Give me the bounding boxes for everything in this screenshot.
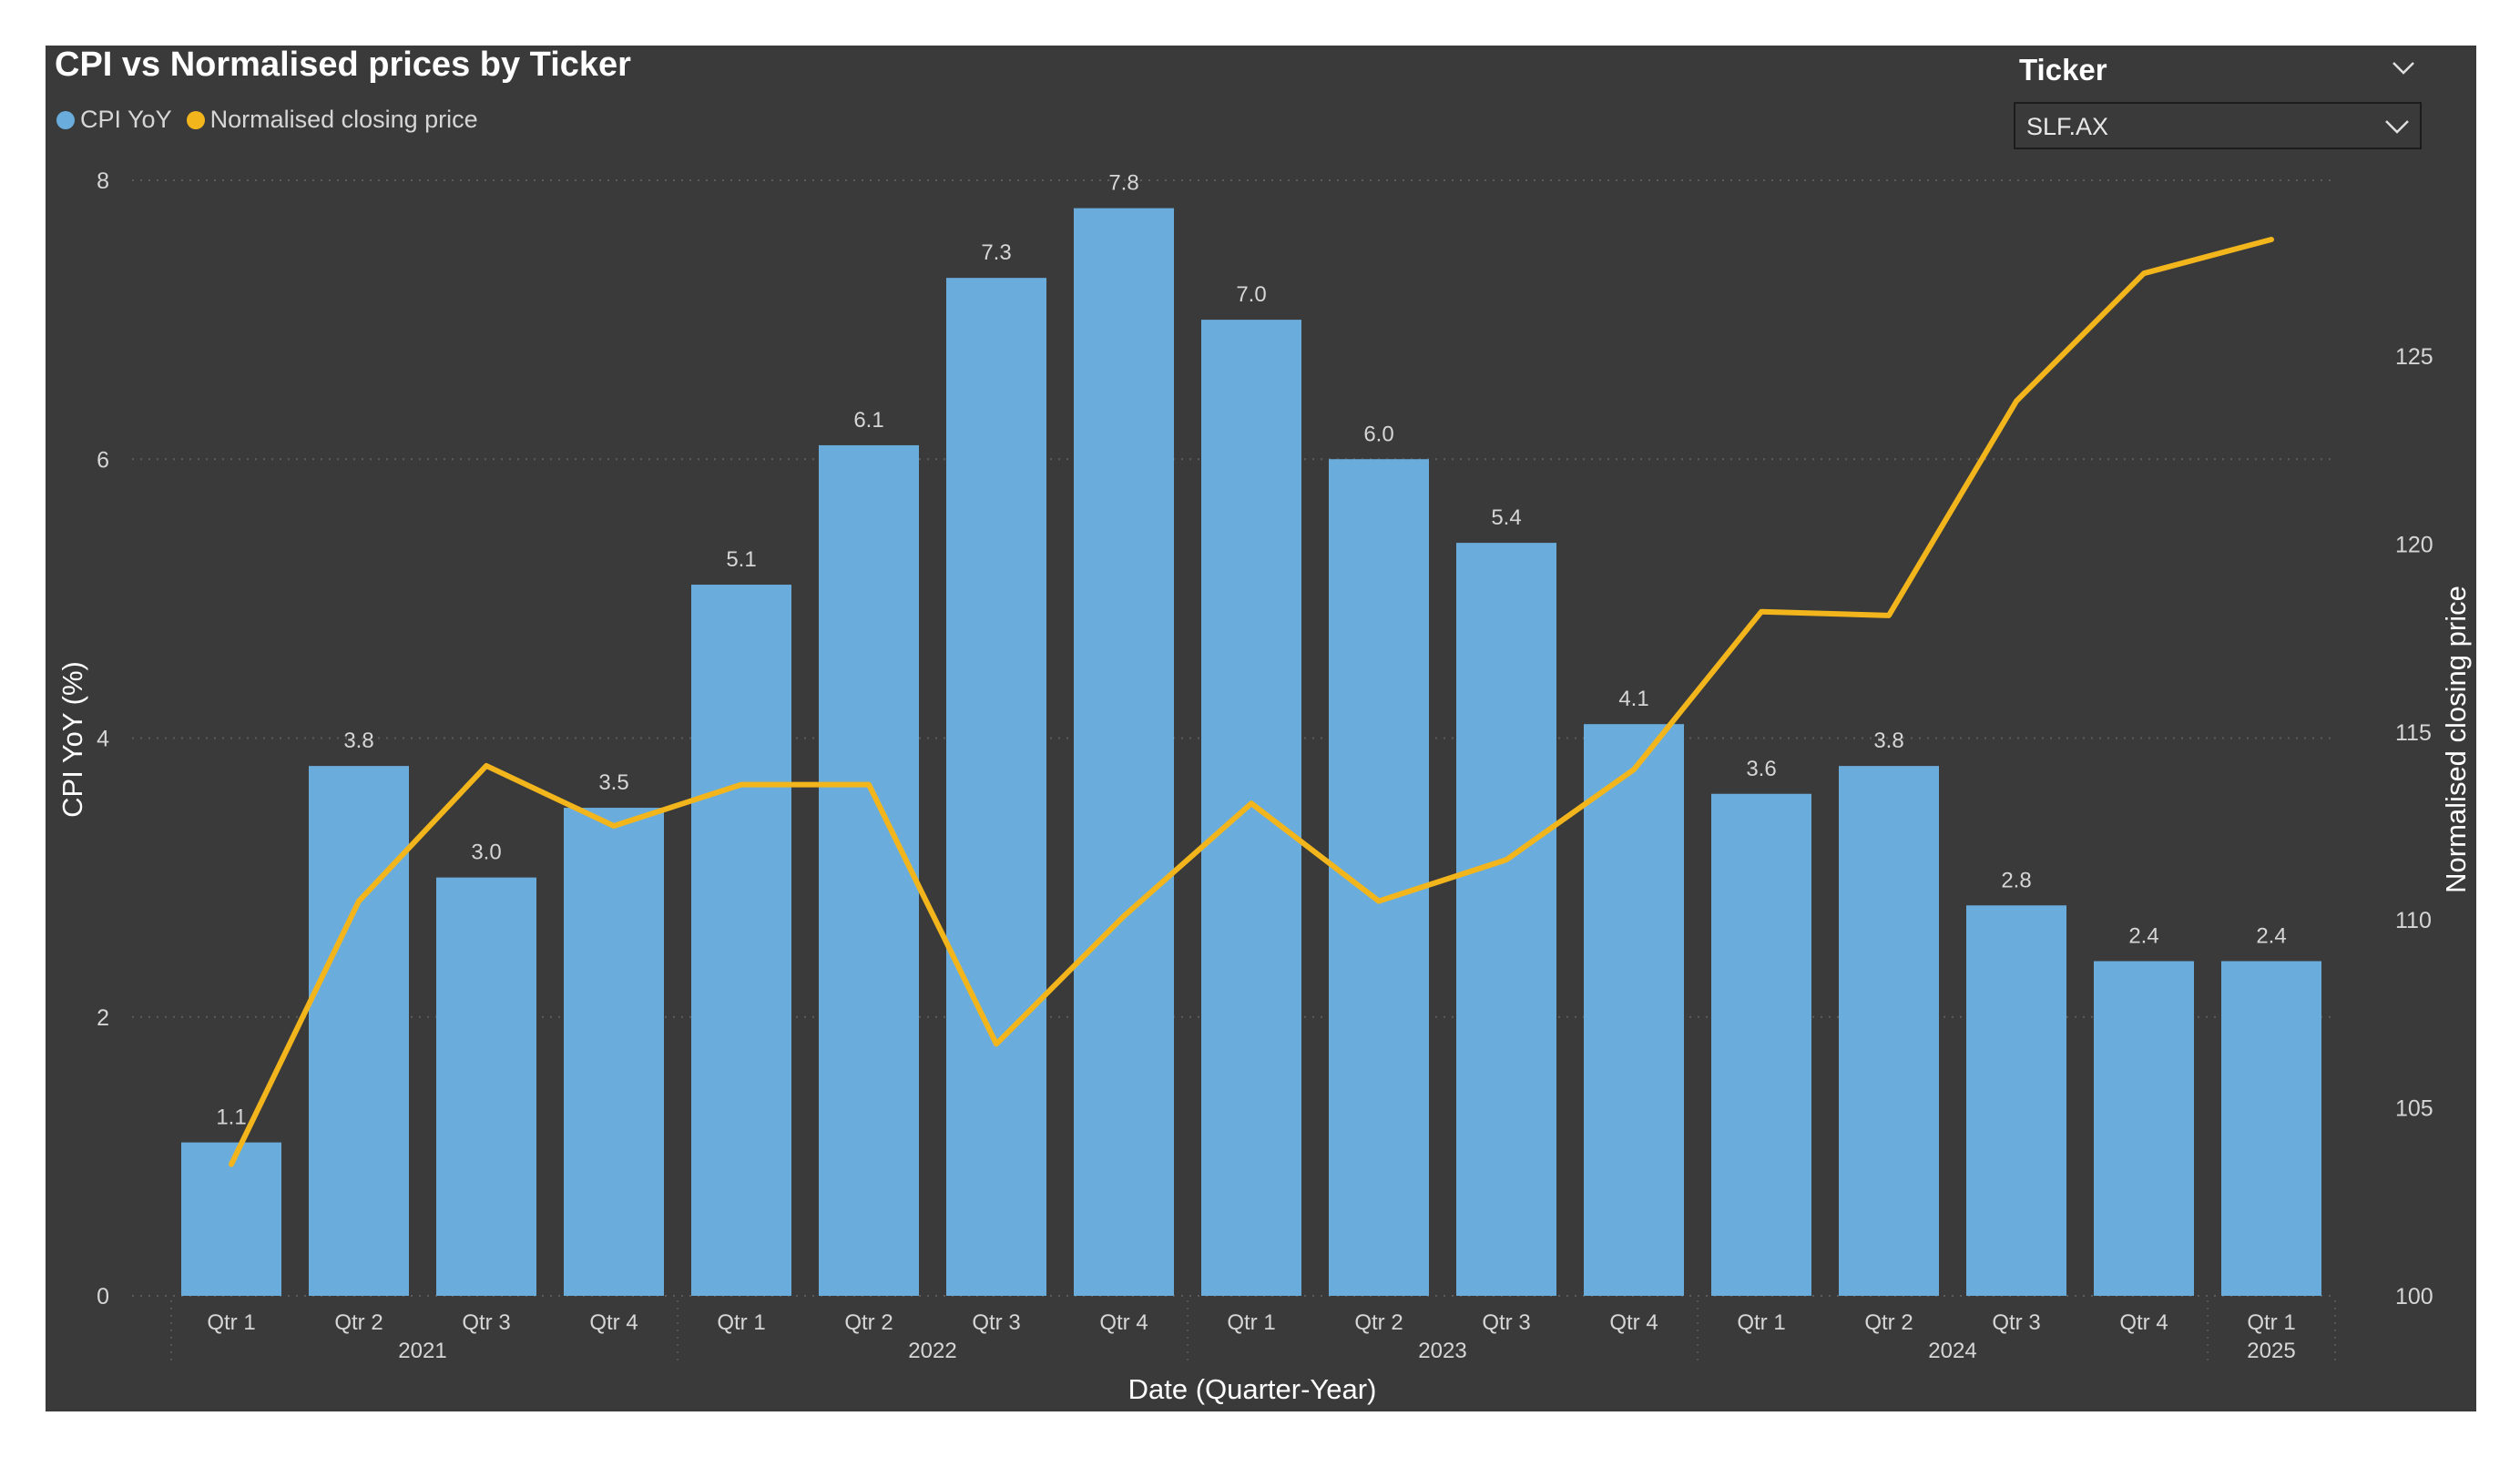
data-label: 7.3 (981, 240, 1011, 265)
data-label: 2.4 (2128, 924, 2158, 949)
ticker-dropdown[interactable]: SLF.AX (2014, 102, 2422, 149)
bar (946, 278, 1046, 1296)
bar (564, 808, 664, 1296)
x-tick-label: Qtr 3 (462, 1310, 510, 1335)
legend-label-cpi: CPI YoY (80, 106, 172, 133)
bar (1201, 320, 1301, 1296)
data-label: 5.1 (726, 547, 756, 572)
x-tick-label: Qtr 2 (844, 1310, 893, 1335)
data-label: 3.8 (343, 728, 373, 753)
legend-item-price[interactable]: Normalised closing price (186, 106, 478, 134)
bar (309, 766, 409, 1296)
chart-panel: CPI vs Normalised prices by Ticker CPI Y… (46, 46, 2476, 1411)
combo-chart: 0 2 4 6 8 100 105 110 115 120 125 1.1 3.8 3.0 3.5 5.1 6.… (56, 168, 2472, 1405)
x-tick-label: Qtr 4 (589, 1310, 638, 1335)
x-tick-label: Qtr 4 (1609, 1310, 1658, 1335)
x-tick-label: Qtr 2 (1354, 1310, 1403, 1335)
y-tick-label: 8 (97, 168, 109, 194)
y2-tick-label: 105 (2395, 1096, 2433, 1122)
x-year-label: 2021 (398, 1339, 446, 1363)
bar (1456, 543, 1556, 1296)
y2-tick-label: 100 (2395, 1284, 2433, 1309)
data-label: 7.0 (1236, 282, 1266, 307)
data-label: 6.0 (1363, 422, 1393, 446)
chart-title: CPI vs Normalised prices by Ticker (55, 46, 631, 84)
data-label: 6.1 (853, 408, 883, 433)
y-tick-label: 6 (97, 447, 109, 473)
y2-tick-label: 120 (2395, 532, 2433, 557)
x-tick-label: Qtr 1 (1227, 1310, 1275, 1335)
bar (181, 1142, 281, 1296)
x-tick-label: Qtr 1 (2247, 1310, 2295, 1335)
bar (2221, 961, 2321, 1296)
bar (1839, 766, 1939, 1296)
price-line (229, 237, 2274, 1167)
data-label: 3.0 (471, 841, 501, 865)
y2-axis-title: Normalised closing price (2440, 586, 2472, 893)
x-tick-label: Qtr 3 (972, 1310, 1020, 1335)
x-tick-label: Qtr 3 (1482, 1310, 1530, 1335)
data-label: 2.8 (2001, 868, 2031, 892)
y-tick-label: 0 (97, 1284, 109, 1309)
y2-tick-label: 115 (2395, 720, 2432, 746)
y-tick-label: 2 (97, 1005, 109, 1031)
data-label: 4.1 (1618, 687, 1648, 711)
bar (2094, 961, 2194, 1296)
x-tick-label: Qtr 2 (1864, 1310, 1913, 1335)
data-label: 7.8 (1108, 171, 1138, 196)
y-axis-title: CPI YoY (%) (56, 661, 88, 818)
bar (691, 585, 791, 1296)
x-tick-label: Qtr 2 (334, 1310, 383, 1335)
legend: CPI YoY Normalised closing price (56, 106, 493, 134)
bar (1711, 793, 1811, 1296)
x-year-label: 2025 (2247, 1339, 2295, 1363)
bar (1584, 724, 1684, 1296)
data-label: 5.4 (1491, 505, 1521, 530)
legend-dot-price (186, 110, 205, 129)
y2-tick-label: 110 (2395, 908, 2432, 933)
bar (1966, 905, 2066, 1296)
bar (436, 877, 536, 1296)
chevron-down-icon (2385, 120, 2409, 134)
x-tick-label: Qtr 3 (1992, 1310, 2040, 1335)
chevron-down-icon[interactable] (2391, 59, 2416, 77)
legend-label-price: Normalised closing price (209, 106, 478, 133)
x-year-label: 2022 (908, 1339, 956, 1363)
bar (819, 444, 919, 1296)
bar (1074, 208, 1174, 1296)
data-label: 3.5 (598, 770, 628, 795)
data-label: 3.8 (1873, 728, 1903, 753)
x-axis-title: Date (Quarter-Year) (1128, 1373, 1377, 1405)
x-tick-label: Qtr 1 (717, 1310, 765, 1335)
y-tick-label: 4 (97, 727, 109, 752)
x-tick-label: Qtr 1 (207, 1310, 255, 1335)
ticker-dropdown-value: SLF.AX (2026, 113, 2109, 140)
y2-tick-label: 125 (2395, 344, 2433, 370)
data-label: 1.1 (216, 1105, 246, 1130)
legend-item-cpi[interactable]: CPI YoY (56, 106, 172, 134)
x-tick-label: Qtr 1 (1737, 1310, 1785, 1335)
x-tick-label: Qtr 4 (2119, 1310, 2168, 1335)
data-label: 2.4 (2256, 924, 2286, 949)
legend-dot-cpi (56, 110, 75, 129)
x-year-label: 2023 (1418, 1339, 1466, 1363)
slicer-title: Ticker (2019, 53, 2107, 87)
x-year-label: 2024 (1928, 1339, 1976, 1363)
data-label: 3.6 (1746, 757, 1776, 781)
x-tick-label: Qtr 4 (1099, 1310, 1148, 1335)
